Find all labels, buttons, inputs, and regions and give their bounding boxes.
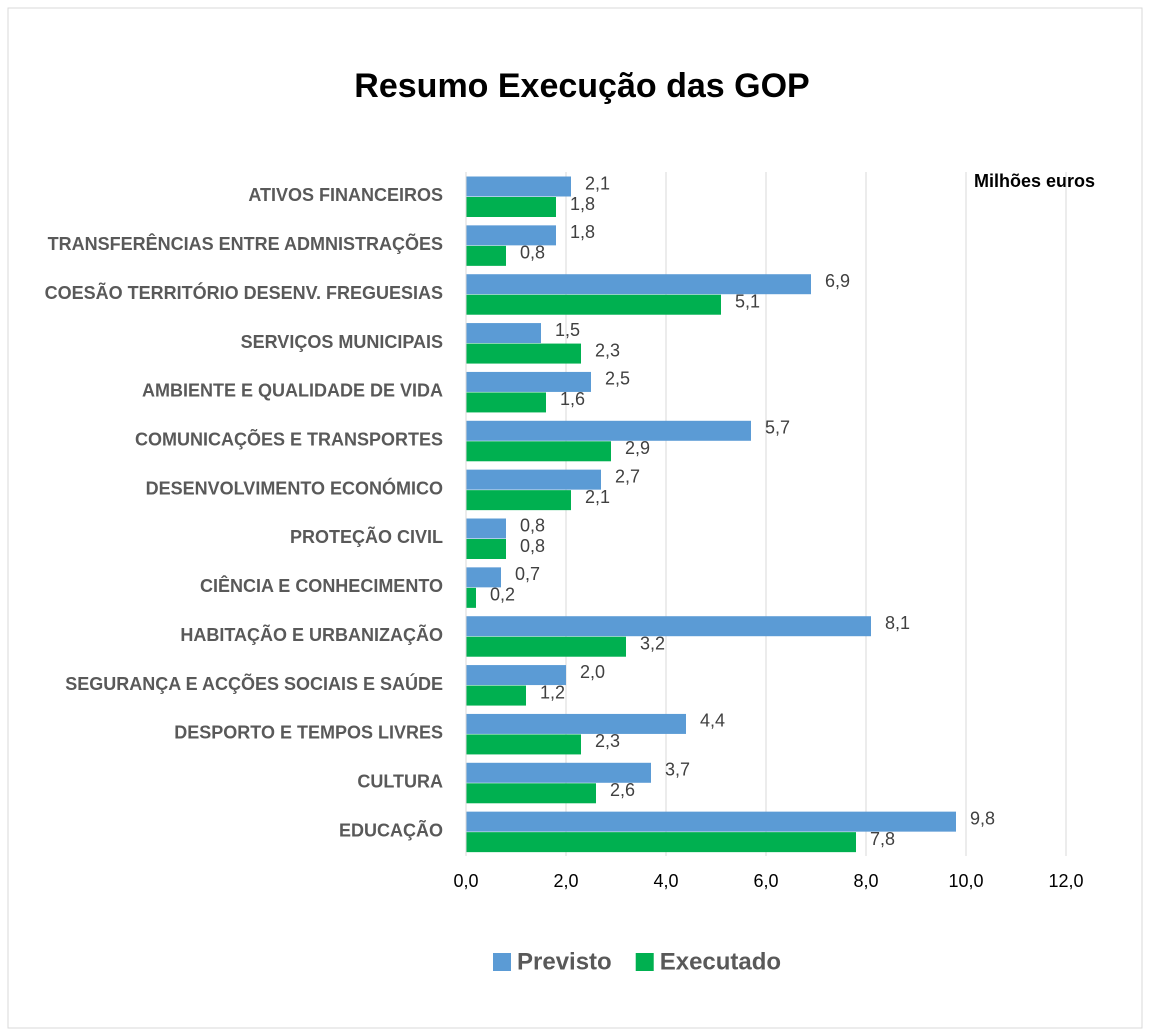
- bar: [466, 490, 571, 511]
- legend-swatch: [635, 953, 654, 971]
- value-label: 2,3: [595, 340, 620, 360]
- bar: [466, 685, 526, 706]
- value-label: 2,6: [610, 780, 635, 800]
- bar: [466, 539, 506, 559]
- annotation: Milhões euros: [974, 171, 1095, 191]
- value-label: 0,8: [520, 515, 545, 535]
- value-label: 4,4: [700, 711, 725, 731]
- bar: [466, 245, 506, 266]
- y-tick-label: PROTEÇÃO CIVIL: [290, 526, 443, 547]
- bar: [466, 225, 556, 246]
- y-tick-label: EDUCAÇÃO: [339, 819, 443, 840]
- value-label: 7,8: [870, 829, 895, 849]
- bar: [466, 734, 581, 755]
- y-tick-label: COESÃO TERRITÓRIO DESENV. FREGUESIAS: [45, 282, 443, 303]
- value-label: 1,8: [570, 222, 595, 242]
- y-tick-label: ATIVOS FINANCEIROS: [248, 185, 443, 205]
- value-label: 2,3: [595, 731, 620, 751]
- bar: [466, 518, 506, 539]
- bar: [466, 636, 626, 657]
- value-label: 3,7: [665, 760, 690, 780]
- value-label: 0,2: [490, 585, 515, 605]
- bar: [466, 197, 556, 217]
- value-label: 2,5: [605, 369, 630, 389]
- bar: [466, 323, 541, 344]
- bar: [466, 392, 546, 413]
- y-tick-label: CIÊNCIA E CONHECIMENTO: [200, 575, 443, 596]
- value-label: 0,8: [520, 243, 545, 263]
- value-label: 8,1: [885, 613, 910, 633]
- value-label: 2,7: [615, 466, 640, 486]
- value-label: 2,1: [585, 173, 610, 193]
- bar: [466, 665, 566, 686]
- x-tick-label: 0,0: [453, 871, 478, 891]
- bar: [466, 176, 571, 197]
- value-label: 2,9: [625, 438, 650, 458]
- bar: [466, 811, 956, 832]
- x-tick-label: 12,0: [1048, 871, 1083, 891]
- y-tick-label: COMUNICAÇÕES E TRANSPORTES: [135, 428, 443, 449]
- legend-label: Executado: [660, 948, 781, 975]
- value-label: 2,0: [580, 662, 605, 682]
- y-tick-label: SERVIÇOS MUNICIPAIS: [241, 332, 443, 352]
- y-tick-label: CULTURA: [357, 771, 443, 791]
- y-tick-label: DESENVOLVIMENTO ECONÓMICO: [146, 477, 443, 498]
- value-label: 6,9: [825, 271, 850, 291]
- value-label: 1,8: [570, 194, 595, 214]
- value-label: 1,5: [555, 320, 580, 340]
- value-label: 1,2: [540, 682, 565, 702]
- legend-swatch: [493, 953, 511, 971]
- value-label: 0,8: [520, 536, 545, 556]
- bar: [466, 294, 721, 315]
- bar: [466, 783, 596, 804]
- legend-label: Previsto: [517, 948, 612, 975]
- bar: [466, 274, 811, 295]
- value-label: 3,2: [640, 633, 665, 653]
- bar: [466, 371, 591, 392]
- bar: [466, 343, 581, 364]
- chart-border: [7, 7, 1143, 1029]
- bar: [466, 441, 611, 462]
- bar: [466, 469, 601, 490]
- x-tick-label: 10,0: [948, 871, 983, 891]
- x-tick-label: 8,0: [853, 871, 878, 891]
- y-tick-label: AMBIENTE E QUALIDADE DE VIDA: [142, 381, 443, 401]
- y-tick-label: DESPORTO E TEMPOS LIVRES: [174, 723, 443, 743]
- y-tick-label: SEGURANÇA E ACÇÕES SOCIAIS E SAÚDE: [65, 673, 443, 694]
- x-tick-label: 2,0: [553, 871, 578, 891]
- bar: [466, 832, 856, 853]
- bar: [466, 420, 751, 441]
- y-tick-label: HABITAÇÃO E URBANIZAÇÃO: [180, 624, 443, 645]
- y-tick-label: TRANSFERÊNCIAS ENTRE ADMNISTRAÇÕES: [48, 233, 443, 254]
- value-label: 0,7: [515, 564, 540, 584]
- bar: [466, 713, 686, 734]
- x-tick-label: 4,0: [653, 871, 678, 891]
- bar: [466, 567, 501, 588]
- value-label: 2,1: [585, 487, 610, 507]
- bar: [466, 616, 871, 637]
- value-label: 5,1: [735, 291, 760, 311]
- value-label: 5,7: [765, 418, 790, 438]
- x-tick-label: 6,0: [753, 871, 778, 891]
- value-label: 1,6: [560, 389, 585, 409]
- bar: [466, 762, 651, 783]
- value-label: 9,8: [970, 808, 995, 828]
- chart-title: Resumo Execução das GOP: [354, 67, 809, 105]
- bar: [466, 587, 476, 608]
